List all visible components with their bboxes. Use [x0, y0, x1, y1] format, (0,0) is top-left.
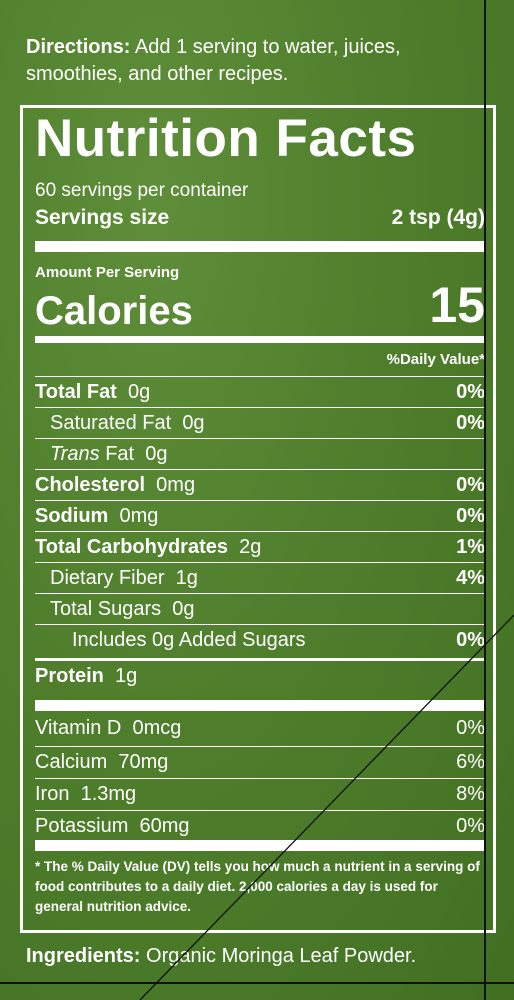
vitamin-daily-value: 8% — [456, 783, 485, 805]
nutrient-row: Sodium 0mg 0% — [35, 500, 485, 532]
vitamin-row: Calcium 70mg 6% — [35, 746, 485, 778]
nutrient-label: Protein 1g — [35, 665, 137, 688]
servings-per-container: 60 servings per container — [35, 180, 249, 201]
vitamin-label: Potassium 60mg — [35, 815, 190, 838]
vitamin-daily-value: 0% — [456, 815, 485, 837]
ingredients: Ingredients: Organic Moringa Leaf Powder… — [26, 945, 416, 968]
nutrient-row: Total Carbohydrates 2g 1% — [35, 531, 485, 563]
nutrient-row: Saturated Fat 0g 0% — [35, 407, 485, 439]
nutrient-name: Cholesterol — [35, 474, 146, 496]
nutrient-label: Sodium 0mg — [35, 505, 158, 528]
nutrient-amount: 0g — [182, 412, 205, 434]
nutrient-name: Total Carbohydrates — [35, 536, 228, 558]
nutrient-row: Includes 0g Added Sugars 0% — [35, 624, 485, 656]
nutrient-name: Total Sugars — [50, 598, 162, 620]
nutrient-label: Saturated Fat 0g — [35, 412, 205, 435]
ingredients-label: Ingredients: — [26, 945, 141, 967]
nutrient-name-suffix: Fat — [99, 443, 135, 465]
nutrient-row: Protein 1g — [35, 658, 485, 692]
nutrient-name: Total Fat — [35, 381, 117, 403]
directions-label: Directions: — [26, 36, 131, 58]
nutrition-facts-panel: Nutrition Facts 60 servings per containe… — [20, 105, 496, 933]
vitamin-amount: 60mg — [139, 815, 190, 837]
nutrient-amount: 0mg — [119, 505, 159, 527]
vitamin-row: Iron 1.3mg 8% — [35, 778, 485, 810]
nutrient-daily-value: 0% — [456, 381, 485, 403]
nutrient-amount: 0g — [145, 443, 168, 465]
nutrient-amount: 0mg — [156, 474, 196, 496]
serving-size-label: Servings size — [35, 206, 170, 229]
panel-title: Nutrition Facts — [35, 109, 417, 168]
nutrient-amount: 2g — [239, 536, 262, 558]
vitamin-daily-value: 0% — [456, 717, 485, 739]
crop-line-horizontal — [0, 982, 514, 984]
nutrient-row: Total Sugars 0g — [35, 593, 485, 625]
directions: Directions: Add 1 serving to water, juic… — [26, 34, 496, 88]
calories-value: 15 — [429, 277, 485, 333]
nutrient-daily-value: 0% — [456, 505, 485, 527]
vitamin-amount: 0mcg — [132, 717, 182, 739]
nutrient-daily-value: 0% — [456, 412, 485, 434]
thick-divider-2 — [35, 700, 485, 711]
daily-value-header: %Daily Value* — [386, 351, 485, 368]
thick-divider-3 — [35, 840, 485, 851]
nutrient-label: Cholesterol 0mg — [35, 474, 195, 497]
vitamin-label: Iron 1.3mg — [35, 783, 136, 806]
ingredients-text: Organic Moringa Leaf Powder. — [140, 945, 417, 967]
vitamin-daily-value: 6% — [456, 751, 485, 773]
directions-text: Add 1 serving to water, juices, smoothie… — [26, 36, 401, 85]
thick-divider — [35, 241, 485, 252]
medium-divider — [35, 336, 485, 343]
nutrient-daily-value: 0% — [456, 629, 485, 651]
nutrient-name: Protein — [35, 665, 104, 687]
serving-size-value: 2 tsp (4g) — [391, 206, 485, 229]
calories-label: Calories — [35, 289, 193, 333]
nutrient-label: Dietary Fiber 1g — [35, 567, 198, 590]
vitamin-name: Potassium — [35, 815, 129, 837]
footnote: * The % Daily Value (DV) tells you how m… — [35, 859, 480, 914]
nutrient-amount: 1g — [115, 665, 138, 687]
vitamin-name: Calcium — [35, 751, 108, 773]
nutrient-daily-value: 4% — [456, 567, 485, 589]
nutrient-label: Includes 0g Added Sugars — [35, 629, 306, 652]
nutrient-name: Trans — [50, 443, 100, 465]
nutrient-name: Sodium — [35, 505, 109, 527]
nutrient-daily-value: 1% — [456, 536, 485, 558]
nutrient-amount: 0g — [127, 381, 151, 403]
nutrient-name: Saturated Fat — [50, 412, 172, 434]
nutrient-label: Total Sugars 0g — [35, 598, 195, 621]
vitamin-name: Iron — [35, 783, 70, 805]
nutrient-name: Includes 0g Added Sugars — [72, 629, 306, 651]
nutrient-amount: 1g — [175, 567, 198, 589]
vitamin-amount: 70mg — [118, 751, 169, 773]
nutrient-daily-value: 0% — [456, 474, 485, 496]
nutrient-row: Cholesterol 0mg 0% — [35, 469, 485, 501]
nutrient-label: Total Carbohydrates 2g — [35, 536, 261, 559]
vitamin-label: Vitamin D 0mcg — [35, 717, 181, 740]
nutrient-name: Dietary Fiber — [50, 567, 165, 589]
serving-size-row: Servings size 2 tsp (4g) — [35, 206, 485, 230]
nutrient-label: Total Fat 0g — [35, 381, 150, 404]
nutrient-amount: 0g — [172, 598, 195, 620]
nutrient-row: Trans Fat 0g — [35, 438, 485, 470]
amount-per-serving: Amount Per Serving — [35, 264, 180, 281]
nutrient-label: Trans Fat 0g — [35, 443, 167, 466]
nutrient-row: Dietary Fiber 1g 4% — [35, 562, 485, 594]
calories-row: Calories 15 — [35, 276, 485, 334]
vitamin-name: Vitamin D — [35, 717, 122, 739]
vitamin-row: Potassium 60mg 0% — [35, 810, 485, 842]
vitamin-label: Calcium 70mg — [35, 751, 168, 774]
vitamin-row: Vitamin D 0mcg 0% — [35, 713, 485, 744]
vitamin-amount: 1.3mg — [80, 783, 137, 805]
nutrient-row: Total Fat 0g 0% — [35, 376, 485, 408]
crop-line-vertical — [484, 0, 486, 1000]
